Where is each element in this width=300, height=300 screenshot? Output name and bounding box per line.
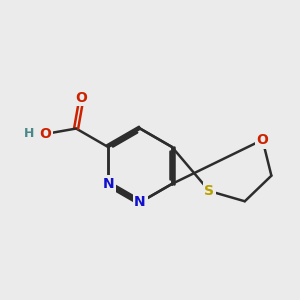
Text: O: O: [39, 127, 51, 141]
Text: N: N: [134, 195, 146, 209]
Text: H: H: [23, 128, 34, 140]
Text: N: N: [102, 177, 114, 191]
Text: S: S: [204, 184, 214, 198]
Text: O: O: [256, 133, 268, 147]
Text: O: O: [76, 91, 88, 105]
